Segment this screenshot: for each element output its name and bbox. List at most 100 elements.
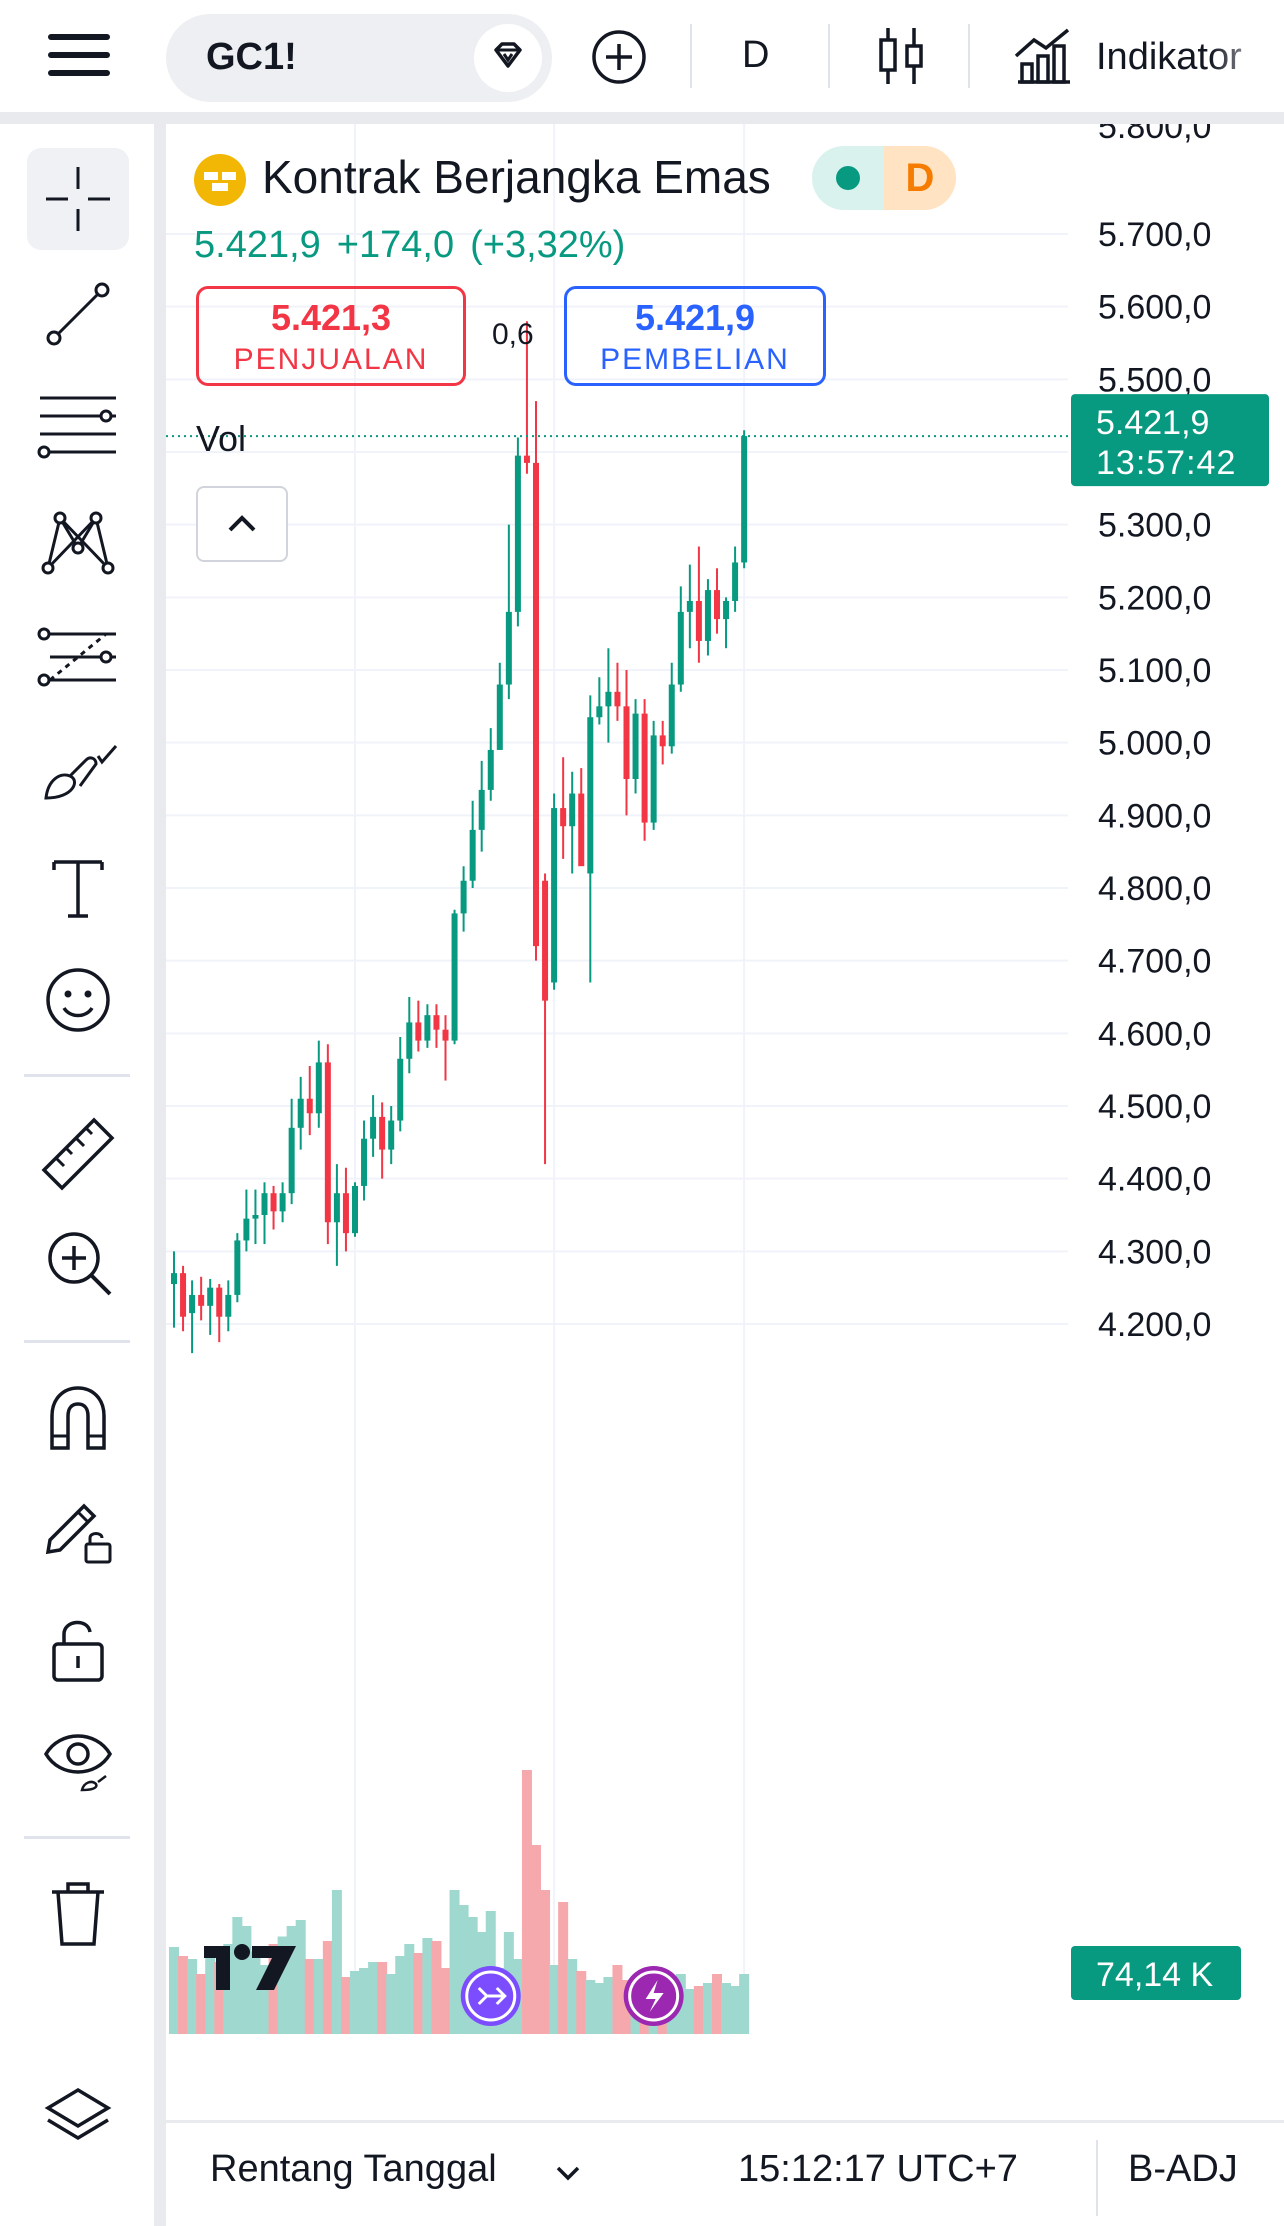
candle-body <box>732 562 739 601</box>
symbol-name[interactable]: GC1! <box>206 36 297 78</box>
volume-bar <box>422 1938 433 2034</box>
volume-bar <box>313 1959 324 2034</box>
candle-body <box>487 749 494 790</box>
volume-bar <box>440 1968 451 2034</box>
volume-bar <box>594 1983 605 2034</box>
brush-icon[interactable] <box>40 736 120 817</box>
lock-draw-icon[interactable] <box>40 1494 116 1575</box>
buy-button[interactable]: 5.421,9 PEMBELIAN <box>564 286 826 386</box>
volume-bar <box>721 1983 732 2034</box>
date-range-button[interactable]: Rentang Tanggal <box>210 2148 497 2190</box>
volume-bar <box>187 1959 198 2034</box>
add-icon[interactable] <box>590 28 648 91</box>
diamond-icon[interactable] <box>474 24 542 92</box>
emoji-icon[interactable] <box>42 964 114 1041</box>
clock-timezone[interactable]: 15:12:17 UTC+7 <box>738 2148 1018 2190</box>
candle-body <box>614 691 621 707</box>
layers-icon[interactable] <box>42 2082 114 2159</box>
text-icon[interactable] <box>44 852 112 929</box>
last-price-badge-price: 5.421,9 <box>1096 404 1209 442</box>
menu-icon[interactable] <box>48 34 110 78</box>
adjustment-button[interactable]: B-ADJ <box>1128 2148 1238 2190</box>
candle-body <box>361 1138 368 1186</box>
volume-bar <box>169 1947 179 2034</box>
volume-bar <box>386 1974 397 2034</box>
toolbar-divider <box>828 24 830 88</box>
volume-bar <box>368 1962 379 2034</box>
status-left <box>812 146 884 210</box>
candle-body <box>442 1029 449 1041</box>
price-axis-label: 5.000,0 <box>1098 725 1211 763</box>
instrument-title[interactable]: Kontrak Berjangka Emas <box>262 151 771 203</box>
candle-body <box>605 691 612 707</box>
candle-body <box>686 600 693 612</box>
price-summary: 5.421,9 +174,0 (+3,32%) <box>194 224 641 267</box>
candle-body <box>288 1127 295 1194</box>
candle-body <box>451 913 458 1041</box>
projection-icon[interactable] <box>36 620 120 701</box>
candle-body <box>677 611 684 685</box>
price-chart[interactable]: 5.800,05.700,05.600,05.500,05.400,05.300… <box>166 124 1284 2042</box>
candle-body <box>632 713 639 779</box>
event-marker-split-icon <box>460 1966 521 2026</box>
last-price-badge-countdown: 13:57:42 <box>1096 444 1236 482</box>
candle-body <box>578 793 585 867</box>
candle-body <box>216 1287 223 1317</box>
price-axis-label: 5.200,0 <box>1098 579 1211 617</box>
volume-badge <box>1071 1946 1241 2000</box>
trash-icon[interactable] <box>48 1878 108 1955</box>
eye-icon[interactable] <box>40 1724 120 1805</box>
symbol-search-pill[interactable]: GC1! <box>166 14 552 102</box>
volume-bar <box>521 1770 532 2034</box>
volume-label[interactable]: Vol <box>196 418 247 459</box>
top-toolbar: GC1! D Indikator <box>0 0 1284 112</box>
volume-bar <box>205 1947 216 2034</box>
candle-body <box>171 1273 177 1285</box>
candle-body <box>496 684 503 750</box>
price-change: +174,0 <box>336 224 455 266</box>
candle-body <box>234 1240 241 1295</box>
candle-body <box>342 1193 349 1234</box>
volume-bar <box>214 1962 225 2034</box>
label-fade <box>1210 20 1284 100</box>
volume-bar <box>304 1959 315 2034</box>
price-axis-label: 4.600,0 <box>1098 1015 1211 1053</box>
volume-bar <box>567 1959 578 2034</box>
candle-body <box>587 717 594 874</box>
volume-bar <box>259 1965 270 2034</box>
candle-body <box>551 808 558 983</box>
volume-bar <box>712 1974 722 2034</box>
magnet-icon[interactable] <box>44 1382 112 1459</box>
interval-button[interactable]: D <box>742 34 770 76</box>
volume-bar <box>295 1920 306 2034</box>
sell-button[interactable]: 5.421,3 PENJUALAN <box>196 286 466 386</box>
candle-body <box>324 1062 331 1223</box>
price-axis-label: 4.500,0 <box>1098 1088 1211 1126</box>
chevron-up-icon <box>228 515 256 532</box>
volume-bar <box>540 1890 551 2034</box>
volume-bar <box>558 1902 569 2034</box>
trend-line-icon[interactable] <box>40 276 116 357</box>
candle-body <box>723 600 730 620</box>
pattern-icon[interactable] <box>38 504 118 585</box>
zoom-in-icon[interactable] <box>42 1226 118 1307</box>
indicators-icon[interactable] <box>1012 26 1074 93</box>
bottom-divider <box>1096 2140 1098 2216</box>
chevron-down-icon[interactable] <box>552 2162 584 2191</box>
market-status-pill[interactable]: D <box>812 146 956 210</box>
candle-body <box>352 1185 358 1234</box>
candle-body <box>650 735 657 823</box>
price-axis-label: 5.700,0 <box>1098 216 1211 254</box>
collapse-legend-button[interactable] <box>196 486 288 562</box>
candles-icon[interactable] <box>876 24 926 93</box>
crosshair-icon[interactable] <box>40 161 116 242</box>
lock-icon[interactable] <box>48 1614 108 1691</box>
candle-body <box>306 1098 313 1114</box>
candle-body <box>388 1120 395 1150</box>
ruler-icon[interactable] <box>38 1114 118 1199</box>
candle-body <box>270 1193 277 1212</box>
event-marker-flash-icon <box>623 1966 684 2026</box>
candle-body <box>433 1015 440 1030</box>
fib-lines-icon[interactable] <box>36 388 120 469</box>
price-axis-label: 5.300,0 <box>1098 507 1211 545</box>
